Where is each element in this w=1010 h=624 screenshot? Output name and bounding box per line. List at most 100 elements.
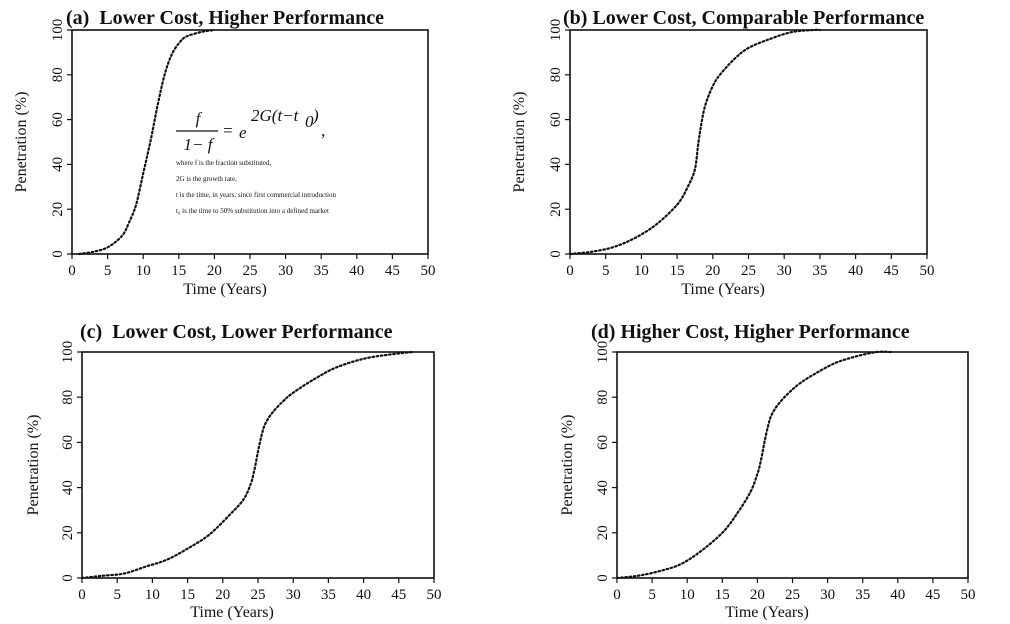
x-tick-label: 50 (961, 587, 976, 603)
y-tick-label: 20 (50, 202, 66, 217)
chart-panel-a: (a) Lower Cost, Higher Performance 0 5 10 15… (13, 7, 436, 298)
x-tick-label: 5 (648, 587, 656, 603)
x-tick-label: 10 (680, 587, 695, 603)
y-tick-label: 80 (50, 67, 66, 82)
x-tick-label: 40 (356, 587, 371, 603)
y-tick-label: 60 (50, 112, 66, 127)
series-line-b (570, 30, 820, 254)
chart-title: (b) Lower Cost, Comparable Performance (563, 7, 924, 29)
y-axis-label: Penetration (%) (25, 415, 42, 516)
equation-exponent: 2G(t−t (251, 106, 300, 125)
x-tick-label: 5 (104, 263, 112, 279)
x-tick-label: 50 (421, 263, 436, 279)
y-tick-label: 80 (60, 390, 76, 405)
chart-panel-c: (c) Lower Cost, Lower Performance 0 5 10 15 2… (25, 321, 442, 621)
x-tick-label: 35 (321, 587, 336, 603)
chart-panel-d: (d) Higher Cost, Higher Performance 0 5 10 1… (559, 321, 976, 621)
equation-note: 2G is the growth rate, (176, 175, 237, 183)
x-axis-label: Time (Years) (681, 281, 765, 298)
x-tick-label: 0 (566, 263, 574, 279)
y-tick-label: 100 (548, 19, 564, 42)
x-tick-label: 20 (207, 263, 222, 279)
y-tick-label: 0 (595, 574, 611, 582)
x-tick-label: 45 (391, 587, 406, 603)
x-axis-label: Time (Years) (183, 281, 267, 298)
x-tick-label: 20 (215, 587, 230, 603)
x-tick-label: 35 (812, 263, 827, 279)
plot-frame (82, 352, 434, 578)
x-tick-label: 15 (171, 263, 186, 279)
y-tick-label: 60 (595, 435, 611, 450)
x-tick-label: 25 (243, 263, 258, 279)
x-tick-label: 25 (741, 263, 756, 279)
y-tick-label: 80 (548, 67, 564, 82)
equation-denominator: 1− f (184, 135, 215, 154)
x-tick-label: 45 (385, 263, 400, 279)
x-tick-label: 35 (314, 263, 329, 279)
equation-base: e (239, 123, 247, 142)
x-tick-label: 30 (777, 263, 792, 279)
x-tick-label: 5 (602, 263, 610, 279)
series-line-c (82, 352, 413, 578)
x-tick-label: 15 (180, 587, 195, 603)
equation-exponent-close: ) (312, 106, 319, 125)
y-tick-label: 80 (595, 390, 611, 405)
x-tick-label: 10 (634, 263, 649, 279)
x-tick-label: 40 (890, 587, 905, 603)
x-tick-label: 10 (145, 587, 160, 603)
x-tick-label: 15 (715, 587, 730, 603)
x-tick-label: 0 (68, 263, 76, 279)
chart-panel-b: (b) Lower Cost, Comparable Performance 0 5… (511, 7, 935, 298)
y-tick-label: 0 (50, 250, 66, 258)
x-tick-label: 20 (705, 263, 720, 279)
chart-title: (a) Lower Cost, Higher Performance (66, 7, 384, 29)
y-tick-label: 20 (60, 525, 76, 540)
equation-note: t₀ is the time to 50% substitution into … (176, 207, 329, 215)
equation-equals: = (222, 121, 233, 140)
y-axis-label: Penetration (%) (13, 92, 30, 193)
plot-frame (570, 30, 927, 254)
y-axis-label: Penetration (%) (511, 92, 528, 193)
x-tick-label: 45 (925, 587, 940, 603)
x-tick-label: 0 (78, 587, 86, 603)
x-axis-label: Time (Years) (725, 604, 809, 621)
x-tick-label: 30 (278, 263, 293, 279)
y-tick-label: 20 (548, 202, 564, 217)
plot-frame (617, 352, 968, 578)
y-tick-label: 100 (595, 341, 611, 364)
x-tick-label: 50 (920, 263, 935, 279)
x-tick-label: 40 (848, 263, 863, 279)
equation-comma: , (321, 121, 325, 140)
y-tick-label: 60 (548, 112, 564, 127)
x-axis-label: Time (Years) (190, 604, 274, 621)
x-tick-label: 5 (113, 587, 121, 603)
y-tick-label: 0 (60, 574, 76, 582)
chart-title: (d) Higher Cost, Higher Performance (591, 321, 910, 343)
y-tick-label: 40 (60, 480, 76, 495)
series-line-d (617, 352, 891, 578)
x-tick-label: 40 (349, 263, 364, 279)
x-tick-label: 50 (427, 587, 442, 603)
y-tick-label: 100 (60, 341, 76, 364)
x-tick-label: 35 (855, 587, 870, 603)
x-tick-label: 45 (884, 263, 899, 279)
y-tick-label: 0 (548, 250, 564, 258)
equation-numerator: f (196, 109, 203, 128)
y-tick-label: 40 (548, 157, 564, 172)
y-axis-label: Penetration (%) (559, 415, 576, 516)
equation-note: t is the time, in years, since first com… (176, 191, 336, 199)
x-tick-label: 30 (286, 587, 301, 603)
plot-frame (72, 30, 428, 254)
x-tick-label: 30 (820, 587, 835, 603)
x-tick-label: 15 (670, 263, 685, 279)
x-tick-label: 25 (785, 587, 800, 603)
y-tick-label: 40 (595, 480, 611, 495)
x-tick-label: 25 (251, 587, 266, 603)
x-tick-label: 10 (136, 263, 151, 279)
y-tick-label: 40 (50, 157, 66, 172)
chart-title: (c) Lower Cost, Lower Performance (80, 321, 393, 343)
equation-note: where f is the fraction substituted, (176, 159, 272, 167)
equation-annotation: f 1− f = e2G(t−t 0), where f is the fraction … (176, 106, 336, 215)
x-tick-label: 20 (750, 587, 765, 603)
